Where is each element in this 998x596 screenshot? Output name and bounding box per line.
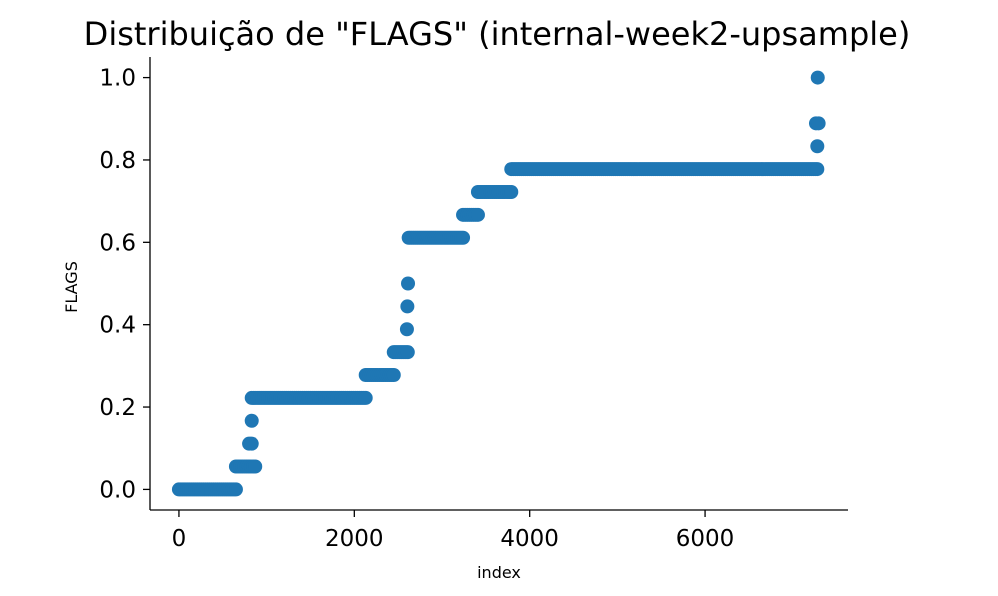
point-run-7	[399, 322, 414, 337]
x-tick-label: 0	[172, 526, 187, 552]
scatter-points	[171, 70, 826, 497]
point-run-12	[470, 184, 519, 199]
y-tick-label: 1.0	[99, 66, 136, 92]
scatter-point	[358, 390, 373, 405]
scatter-point	[244, 436, 259, 451]
y-tick-label: 0.0	[99, 477, 136, 503]
point-run-15	[808, 116, 826, 131]
y-axis-ticks: 0.0 0.2 0.4 0.6 0.8 1.0	[99, 66, 150, 503]
x-tick-label: 4000	[500, 526, 559, 552]
point-run-16	[810, 70, 825, 85]
scatter-point	[504, 184, 519, 199]
x-tick-label: 2000	[325, 526, 384, 552]
point-run-0	[171, 482, 243, 497]
scatter-point	[401, 276, 416, 291]
scatter-point	[470, 207, 485, 222]
point-run-9	[401, 276, 416, 291]
point-run-3	[244, 413, 259, 428]
point-run-1	[228, 459, 263, 474]
y-tick-label: 0.6	[99, 230, 136, 256]
scatter-point	[456, 230, 471, 245]
point-run-2	[242, 436, 259, 451]
scatter-point	[400, 345, 415, 360]
point-run-6	[386, 345, 415, 360]
scatter-point	[811, 116, 826, 131]
y-tick-label: 0.2	[99, 395, 136, 421]
scatter-point	[810, 70, 825, 85]
scatter-point	[248, 459, 263, 474]
point-run-14	[810, 139, 825, 154]
y-tick-label: 0.8	[99, 148, 136, 174]
point-run-10	[401, 230, 471, 245]
x-tick-label: 6000	[676, 526, 735, 552]
scatter-point	[400, 299, 415, 314]
point-run-4	[244, 390, 373, 405]
scatter-point	[386, 368, 401, 383]
scatter-point	[810, 139, 825, 154]
x-axis-ticks: 0 2000 4000 6000	[172, 510, 735, 552]
point-run-5	[358, 368, 401, 383]
scatter-point	[399, 322, 414, 337]
scatter-point	[244, 413, 259, 428]
y-tick-label: 0.4	[99, 313, 136, 339]
point-run-8	[400, 299, 415, 314]
scatter-point	[810, 162, 825, 177]
y-axis-label: FLAGS	[62, 261, 81, 313]
point-run-11	[456, 207, 485, 222]
point-run-13	[504, 162, 825, 177]
x-axis-label: index	[477, 563, 521, 582]
scatter-point	[228, 482, 243, 497]
chart-title: Distribuição de "FLAGS" (internal-week2-…	[84, 15, 911, 53]
